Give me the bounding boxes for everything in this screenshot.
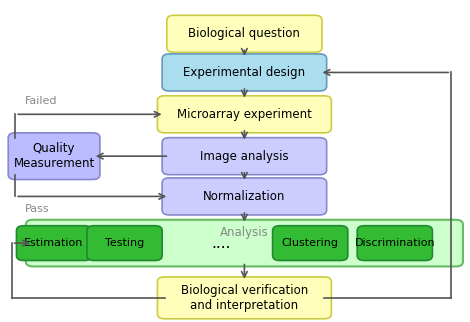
FancyBboxPatch shape [157, 277, 331, 319]
Text: Image analysis: Image analysis [200, 150, 289, 163]
FancyBboxPatch shape [87, 226, 162, 260]
FancyBboxPatch shape [162, 178, 327, 215]
FancyBboxPatch shape [8, 133, 100, 180]
FancyBboxPatch shape [357, 226, 432, 260]
FancyBboxPatch shape [157, 96, 331, 133]
Text: Experimental design: Experimental design [183, 66, 306, 79]
FancyBboxPatch shape [273, 226, 348, 260]
FancyBboxPatch shape [162, 138, 327, 175]
Text: ....: .... [211, 236, 231, 251]
Text: Biological verification
and interpretation: Biological verification and interpretati… [181, 284, 308, 312]
FancyBboxPatch shape [162, 54, 327, 91]
Text: Discrimination: Discrimination [354, 238, 435, 248]
Text: Estimation: Estimation [24, 238, 84, 248]
FancyBboxPatch shape [167, 15, 322, 52]
Text: Microarray experiment: Microarray experiment [177, 108, 312, 121]
Text: Testing: Testing [105, 238, 144, 248]
Text: Failed: Failed [25, 96, 57, 106]
FancyBboxPatch shape [26, 220, 463, 267]
Text: Pass: Pass [25, 204, 49, 214]
Text: Quality
Measurement: Quality Measurement [14, 142, 94, 170]
Text: Normalization: Normalization [203, 190, 286, 203]
Text: Biological question: Biological question [188, 27, 300, 40]
Text: Clustering: Clustering [282, 238, 339, 248]
FancyBboxPatch shape [16, 226, 92, 260]
Text: Analysis: Analysis [220, 226, 269, 239]
